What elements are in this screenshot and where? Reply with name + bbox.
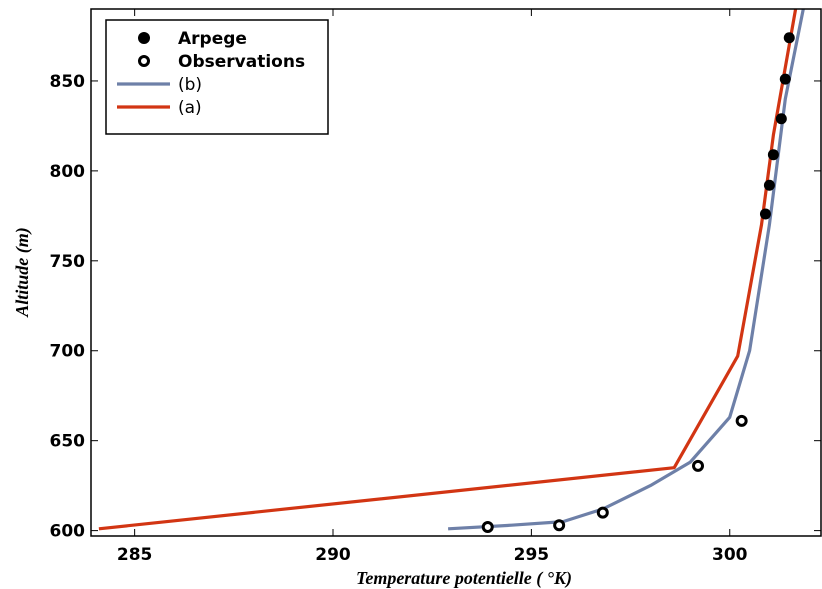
legend-label: Observations xyxy=(178,52,305,72)
x-tick-label: 300 xyxy=(712,545,748,565)
arpege-point xyxy=(779,73,791,85)
x-tick-label: 285 xyxy=(117,545,153,565)
series-markers xyxy=(481,32,795,534)
x-axis: 285 290 295 300 xyxy=(117,9,748,565)
series-line-2 xyxy=(448,9,805,531)
y-axis-label: Altitude (m) xyxy=(12,227,33,318)
legend-arpege-marker xyxy=(138,32,150,44)
x-axis-label: Temperature potentielle ( °K) xyxy=(356,568,572,589)
series-line-3 xyxy=(98,9,798,531)
arpege-point xyxy=(763,179,775,191)
observation-point xyxy=(553,519,566,532)
y-tick-label: 700 xyxy=(50,342,86,362)
observation-point xyxy=(481,521,494,534)
plot-frame xyxy=(90,8,822,537)
observation-point xyxy=(596,506,609,519)
arpege-point xyxy=(775,113,787,125)
x-tick-label: 295 xyxy=(514,545,550,565)
legend-observations-marker xyxy=(138,55,150,67)
x-tick-label: 290 xyxy=(315,545,351,565)
y-tick-label: 750 xyxy=(50,252,86,272)
legend-label: Arpege xyxy=(178,29,247,49)
series-lines xyxy=(98,9,805,531)
y-tick-label: 850 xyxy=(50,72,86,92)
observation-point xyxy=(692,459,705,472)
legend-label: (a) xyxy=(178,98,202,118)
observation-point xyxy=(735,414,748,427)
legend: Arpege Observations (b) (a) xyxy=(105,19,329,135)
y-tick-label: 600 xyxy=(50,522,86,542)
arpege-point xyxy=(783,32,795,44)
arpege-point xyxy=(759,208,771,220)
y-axis: 600 650 700 750 800 850 xyxy=(50,72,821,542)
legend-label: (b) xyxy=(178,75,202,95)
arpege-point xyxy=(767,149,779,161)
y-tick-label: 800 xyxy=(50,162,86,182)
y-tick-label: 650 xyxy=(50,432,86,452)
